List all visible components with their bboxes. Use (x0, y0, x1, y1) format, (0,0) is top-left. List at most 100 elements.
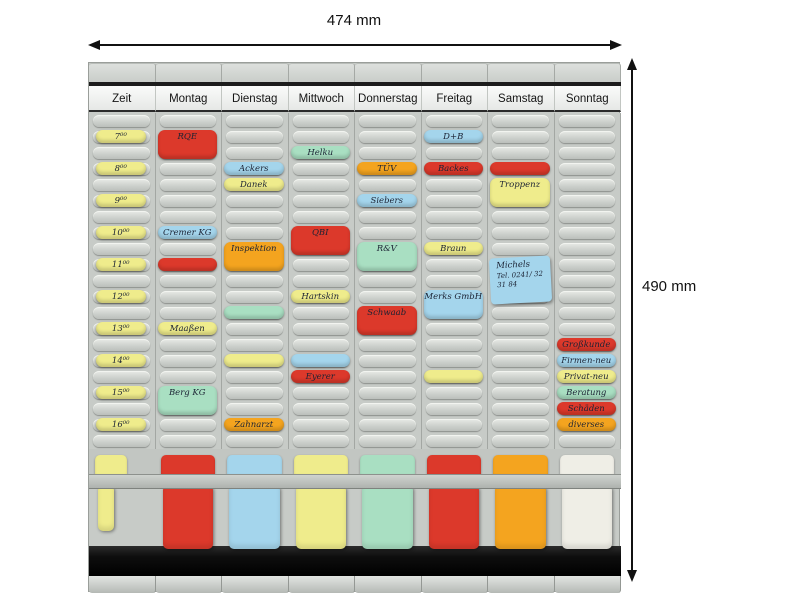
bottom-card-body (98, 485, 114, 531)
board-foot-segment (421, 576, 488, 593)
empty-card-slot (226, 211, 283, 223)
t-card: diverses (556, 418, 616, 431)
empty-card-slot (558, 179, 615, 191)
empty-card-slot (558, 227, 615, 239)
empty-card-slot (558, 435, 615, 447)
time-card: 10⁰⁰ (96, 226, 146, 239)
board-top-tab (421, 63, 488, 82)
empty-card-slot (93, 275, 150, 287)
bottom-card-holder (155, 474, 222, 489)
t-card: TÜV (357, 162, 417, 175)
height-dimension-arrow (627, 58, 637, 582)
board-foot-segment (288, 576, 355, 593)
empty-card-slot (558, 275, 615, 287)
empty-card-slot (492, 387, 549, 399)
empty-card-slot (93, 307, 150, 319)
board-foot-segment (554, 576, 621, 593)
column-header-zeit: Zeit (89, 86, 156, 112)
t-card (490, 162, 550, 175)
width-dimension-arrow (88, 40, 622, 50)
empty-card-slot (492, 419, 549, 431)
time-card: 12⁰⁰ (96, 290, 146, 303)
empty-card-slot (159, 371, 216, 383)
empty-card-slot (226, 387, 283, 399)
column-header-samstag: Samstag (488, 86, 555, 112)
time-card: 15⁰⁰ (96, 386, 146, 399)
empty-card-slot (425, 403, 482, 415)
empty-card-slot (292, 387, 349, 399)
empty-card-slot (226, 403, 283, 415)
empty-card-slot (226, 227, 283, 239)
bottom-card-tab (293, 455, 348, 477)
column-header-dienstag: Dienstag (222, 86, 289, 112)
empty-card-slot (226, 131, 283, 143)
empty-card-slot (492, 307, 549, 319)
board-foot-segment (155, 576, 222, 593)
empty-card-slot (492, 131, 549, 143)
t-card: Cremer KG (157, 226, 217, 239)
empty-card-slot (558, 291, 615, 303)
empty-card-slot (226, 371, 283, 383)
empty-card-slot (292, 275, 349, 287)
empty-card-slot (492, 323, 549, 335)
board-foot-segment (488, 576, 555, 593)
empty-card-slot (93, 435, 150, 447)
bottom-card-holder (421, 474, 488, 489)
empty-card-slot (292, 131, 349, 143)
empty-card-slot (226, 323, 283, 335)
t-card (423, 370, 483, 383)
empty-card-slot (359, 147, 416, 159)
empty-card-slot (359, 339, 416, 351)
empty-card-slot (425, 259, 482, 271)
t-card: Hartskin (290, 290, 350, 303)
bottom-card-holder (488, 474, 555, 489)
empty-card-slot (226, 435, 283, 447)
empty-card-slot (359, 227, 416, 239)
bottom-card-tab (160, 455, 215, 477)
board-foot-segment (222, 576, 289, 593)
empty-card-slot (159, 435, 216, 447)
width-dimension-label: 474 mm (326, 12, 382, 29)
column-header-montag: Montag (155, 86, 222, 112)
empty-card-slot (558, 115, 615, 127)
empty-card-slot (93, 339, 150, 351)
time-card: 13⁰⁰ (96, 322, 146, 335)
t-card: Schwaab (357, 306, 417, 335)
empty-card-slot (159, 355, 216, 367)
empty-card-slot (159, 115, 216, 127)
empty-card-slot (359, 419, 416, 431)
bottom-card-holder (554, 474, 621, 489)
empty-card-slot (359, 355, 416, 367)
empty-card-slot (159, 419, 216, 431)
empty-card-slot (93, 211, 150, 223)
planning-board: Zeit Montag Dienstag Mittwoch Donnerstag Frei… (88, 62, 621, 593)
empty-card-slot (425, 227, 482, 239)
board-top-tab (355, 63, 422, 82)
time-card: 11⁰⁰ (96, 258, 146, 271)
t-card (224, 354, 284, 367)
empty-card-slot (359, 435, 416, 447)
empty-card-slot (226, 291, 283, 303)
empty-card-slot (492, 115, 549, 127)
board-top-tab (89, 63, 156, 82)
empty-card-slot (226, 195, 283, 207)
time-card: 8⁰⁰ (96, 162, 146, 175)
t-card: Firmen-neu (556, 354, 616, 367)
empty-card-slot (292, 115, 349, 127)
empty-card-slot (425, 355, 482, 367)
empty-card-slot (159, 243, 216, 255)
board-top-rail (89, 82, 621, 86)
empty-card-slot (492, 355, 549, 367)
empty-card-slot (425, 419, 482, 431)
board-top-tab (488, 63, 555, 82)
empty-card-slot (292, 211, 349, 223)
t-card: Privat-neu (556, 370, 616, 383)
t-card: Schäden (556, 402, 616, 415)
empty-card-slot (159, 339, 216, 351)
t-card: Backes (423, 162, 483, 175)
empty-card-slot (492, 147, 549, 159)
board-top-tab (222, 63, 289, 82)
bottom-card-tab (426, 455, 481, 477)
t-card: Beratung (556, 386, 616, 399)
